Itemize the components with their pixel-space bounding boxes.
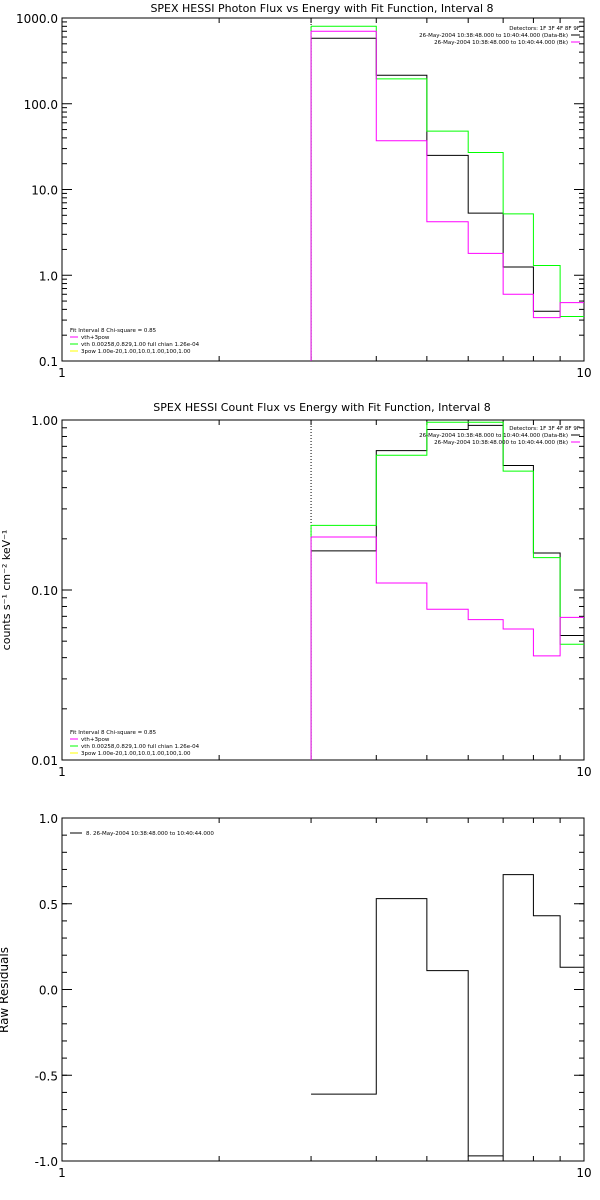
photon-flux-y-tick-label: 1000.0 (16, 12, 58, 26)
count-flux-series-0-line (311, 424, 584, 636)
count-flux-series-2-line (311, 536, 584, 657)
photon-flux-legend-data-bk: 26-May-2004 10:38:48.000 to 10:40:44.000… (419, 33, 568, 39)
count-flux-legend-3pow: 3pow 1.00e-20,1.00,10.0,1.00,100,1.00 (81, 751, 191, 757)
residuals-y-tick-label: 0.5 (39, 898, 58, 912)
count-flux-legend-upper: Detectors: 1F 3F 4F 8F 9F 26-May-2004 10… (419, 426, 580, 446)
residuals-y-axis-label: Raw Residuals (0, 947, 11, 1033)
count-flux-legend-bk: 26-May-2004 10:38:48.000 to 10:40:44.000… (434, 440, 568, 446)
residuals-y-tick-label: -1.0 (35, 1155, 58, 1169)
count-flux-legend-lower: Fit Interval 8 Chi-square = 0.85 vth+3po… (70, 730, 200, 757)
photon-flux-legend-fit: Fit Interval 8 Chi-square = 0.85 (70, 328, 157, 334)
photon-flux-x-tick-label: 10 (576, 366, 591, 380)
photon-flux-y-tick-label: 10.0 (31, 184, 58, 198)
count-flux-legend-data-bk: 26-May-2004 10:38:48.000 to 10:40:44.000… (419, 433, 568, 439)
photon-flux-series-1-line (311, 25, 584, 318)
photon-flux-panel: SPEX HESSI Photon Flux vs Energy with Fi… (16, 2, 592, 380)
count-flux-y-tick-label: 0.01 (31, 754, 58, 768)
photon-flux-legend-bk: 26-May-2004 10:38:48.000 to 10:40:44.000… (434, 40, 568, 46)
residuals-y-tick-label: 1.0 (39, 812, 58, 826)
residuals-x-tick-label: 1 (58, 1166, 66, 1180)
count-flux-panel: SPEX HESSI Count Flux vs Energy with Fit… (0, 401, 592, 779)
count-flux-series-1-line (311, 421, 584, 645)
photon-flux-y-tick-label: 100.0 (24, 98, 58, 112)
photon-flux-legend-3pow: 3pow 1.00e-20,1.00,10.0,1.00,100,1.00 (81, 349, 191, 355)
photon-flux-plot-frame (61, 17, 585, 362)
photon-flux-legend-detectors: Detectors: 1F 3F 4F 8F 9F (509, 26, 580, 32)
photon-flux-x-tick-label: 1 (58, 366, 66, 380)
photon-flux-legend-lower: Fit Interval 8 Chi-square = 0.85 vth+3po… (70, 328, 200, 355)
count-flux-legend-detectors: Detectors: 1F 3F 4F 8F 9F (509, 426, 580, 432)
residuals-series-0-line (311, 874, 584, 1157)
photon-flux-y-tick-label: 0.1 (39, 355, 58, 369)
residuals-x-tick-label: 10 (576, 1166, 591, 1180)
photon-flux-legend-upper: Detectors: 1F 3F 4F 8F 9F 26-May-2004 10… (419, 26, 580, 46)
residuals-plot-frame (61, 817, 585, 1162)
photon-flux-legend-vth: vth 0.00258,0.829,1.00 full chian 1.26e-… (81, 342, 200, 348)
photon-flux-title: SPEX HESSI Photon Flux vs Energy with Fi… (150, 2, 493, 15)
residuals-panel: Raw Residuals 1 10 -1.0 -0.5 0.0 0.5 1.0 8. 26… (0, 812, 592, 1180)
count-flux-x-tick-label: 10 (576, 765, 591, 779)
residuals-legend-text: 8. 26-May-2004 10:38:48.000 to 10:40:44.… (86, 831, 214, 837)
residuals-y-tick-label: -0.5 (35, 1069, 58, 1083)
photon-flux-series-2-line (311, 30, 584, 319)
count-flux-legend-total: vth+3pow (81, 737, 110, 743)
residuals-y-tick-label: 0.0 (39, 984, 58, 998)
photon-flux-series-0-line (311, 37, 561, 312)
residuals-legend: 8. 26-May-2004 10:38:48.000 to 10:40:44.… (70, 831, 214, 837)
photon-flux-y-tick-label: 1.0 (39, 269, 58, 283)
count-flux-y-tick-label: 0.10 (31, 584, 58, 598)
count-flux-legend-fit: Fit Interval 8 Chi-square = 0.85 (70, 730, 157, 736)
count-flux-y-axis-label: counts s⁻¹ cm⁻² keV⁻¹ (0, 530, 13, 651)
count-flux-legend-vth: vth 0.00258,0.829,1.00 full chian 1.26e-… (81, 744, 200, 750)
count-flux-title: SPEX HESSI Count Flux vs Energy with Fit… (153, 401, 490, 414)
photon-flux-legend-total: vth+3pow (81, 335, 110, 341)
count-flux-y-tick-label: 1.00 (31, 414, 58, 428)
count-flux-x-tick-label: 1 (58, 765, 66, 779)
